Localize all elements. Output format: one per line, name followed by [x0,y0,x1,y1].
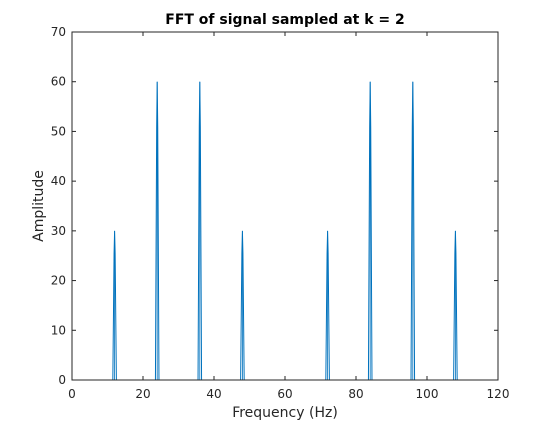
chart-title: FFT of signal sampled at k = 2 [165,12,405,28]
y-tick-label: 40 [51,174,66,188]
x-tick-label: 20 [135,387,150,401]
x-axis-label: Frequency (Hz) [232,405,338,421]
y-tick-label: 50 [51,124,66,138]
y-tick-label: 30 [51,224,66,238]
y-tick-label: 20 [51,274,66,288]
x-ticks: 0 20 40 60 80 100 120 [68,32,509,401]
y-tick-label: 60 [51,75,66,89]
axes-box [71,31,499,381]
x-tick-label: 80 [348,387,363,401]
x-tick-label: 60 [277,387,292,401]
y-ticks: 0 10 20 30 40 50 60 70 [51,25,498,387]
plot-area [72,32,498,380]
x-tick-label: 100 [416,387,439,401]
y-axis-label: Amplitude [31,170,47,242]
y-tick-label: 70 [51,25,66,39]
x-tick-label: 40 [206,387,221,401]
y-tick-label: 10 [51,323,66,337]
y-tick-label: 0 [58,373,66,387]
x-tick-label: 0 [68,387,76,401]
x-tick-label: 120 [487,387,510,401]
